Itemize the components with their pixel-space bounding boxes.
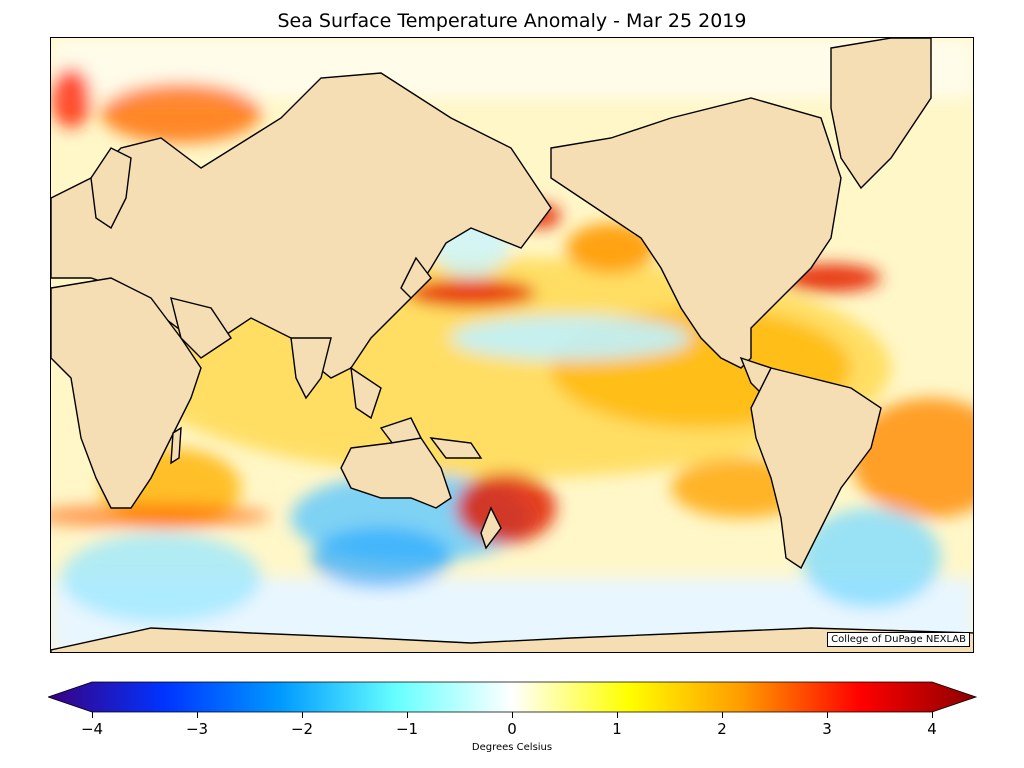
land-se-asia — [350, 366, 382, 420]
colorbar-tick-label: 0 — [507, 720, 517, 738]
land-antarctica — [51, 627, 973, 652]
colorbar-tick-label: 3 — [822, 720, 832, 738]
land-south-america — [750, 367, 882, 570]
sst-anomaly-map: College of DuPage NEXLAB — [50, 37, 974, 653]
land-india — [290, 337, 332, 400]
colorbar-tick-label: 2 — [717, 720, 727, 738]
map-title: Sea Surface Temperature Anomaly - Mar 25… — [277, 10, 747, 32]
colorbar-tick-mark — [197, 712, 198, 718]
colorbar-tick-mark — [722, 712, 723, 718]
colorbar-body — [48, 681, 978, 713]
colorbar-tick-mark — [617, 712, 618, 718]
land-masses — [51, 38, 973, 652]
colorbar-tick-mark — [302, 712, 303, 718]
land-madagascar — [170, 426, 182, 465]
colorbar-tick-mark — [827, 712, 828, 718]
credit-label: College of DuPage NEXLAB — [827, 632, 970, 647]
land-new-guinea — [429, 437, 483, 459]
land-scandinavia — [90, 147, 132, 230]
land-arabia — [170, 297, 232, 359]
colorbar-tick-mark — [92, 712, 93, 718]
colorbar-tick-label: −3 — [185, 720, 209, 738]
colorbar-tick-mark — [932, 712, 933, 718]
colorbar-tick-mark — [512, 712, 513, 718]
land-australia — [340, 437, 452, 509]
colorbar-tick-label: −2 — [290, 720, 314, 738]
colorbar — [48, 681, 978, 713]
colorbar-tick-label: −4 — [80, 720, 104, 738]
colorbar-tick-label: −1 — [395, 720, 419, 738]
colorbar-tick-label: 4 — [927, 720, 937, 738]
colorbar-tick-label: 1 — [612, 720, 622, 738]
land-africa — [51, 277, 202, 509]
colorbar-label: Degrees Celsius — [471, 742, 553, 753]
land-japan — [400, 256, 432, 299]
colorbar-tick-mark — [407, 712, 408, 718]
land-new-zealand — [480, 506, 502, 550]
land-north-america — [550, 97, 842, 369]
map-canvas — [51, 38, 973, 652]
land-greenland — [830, 38, 932, 190]
